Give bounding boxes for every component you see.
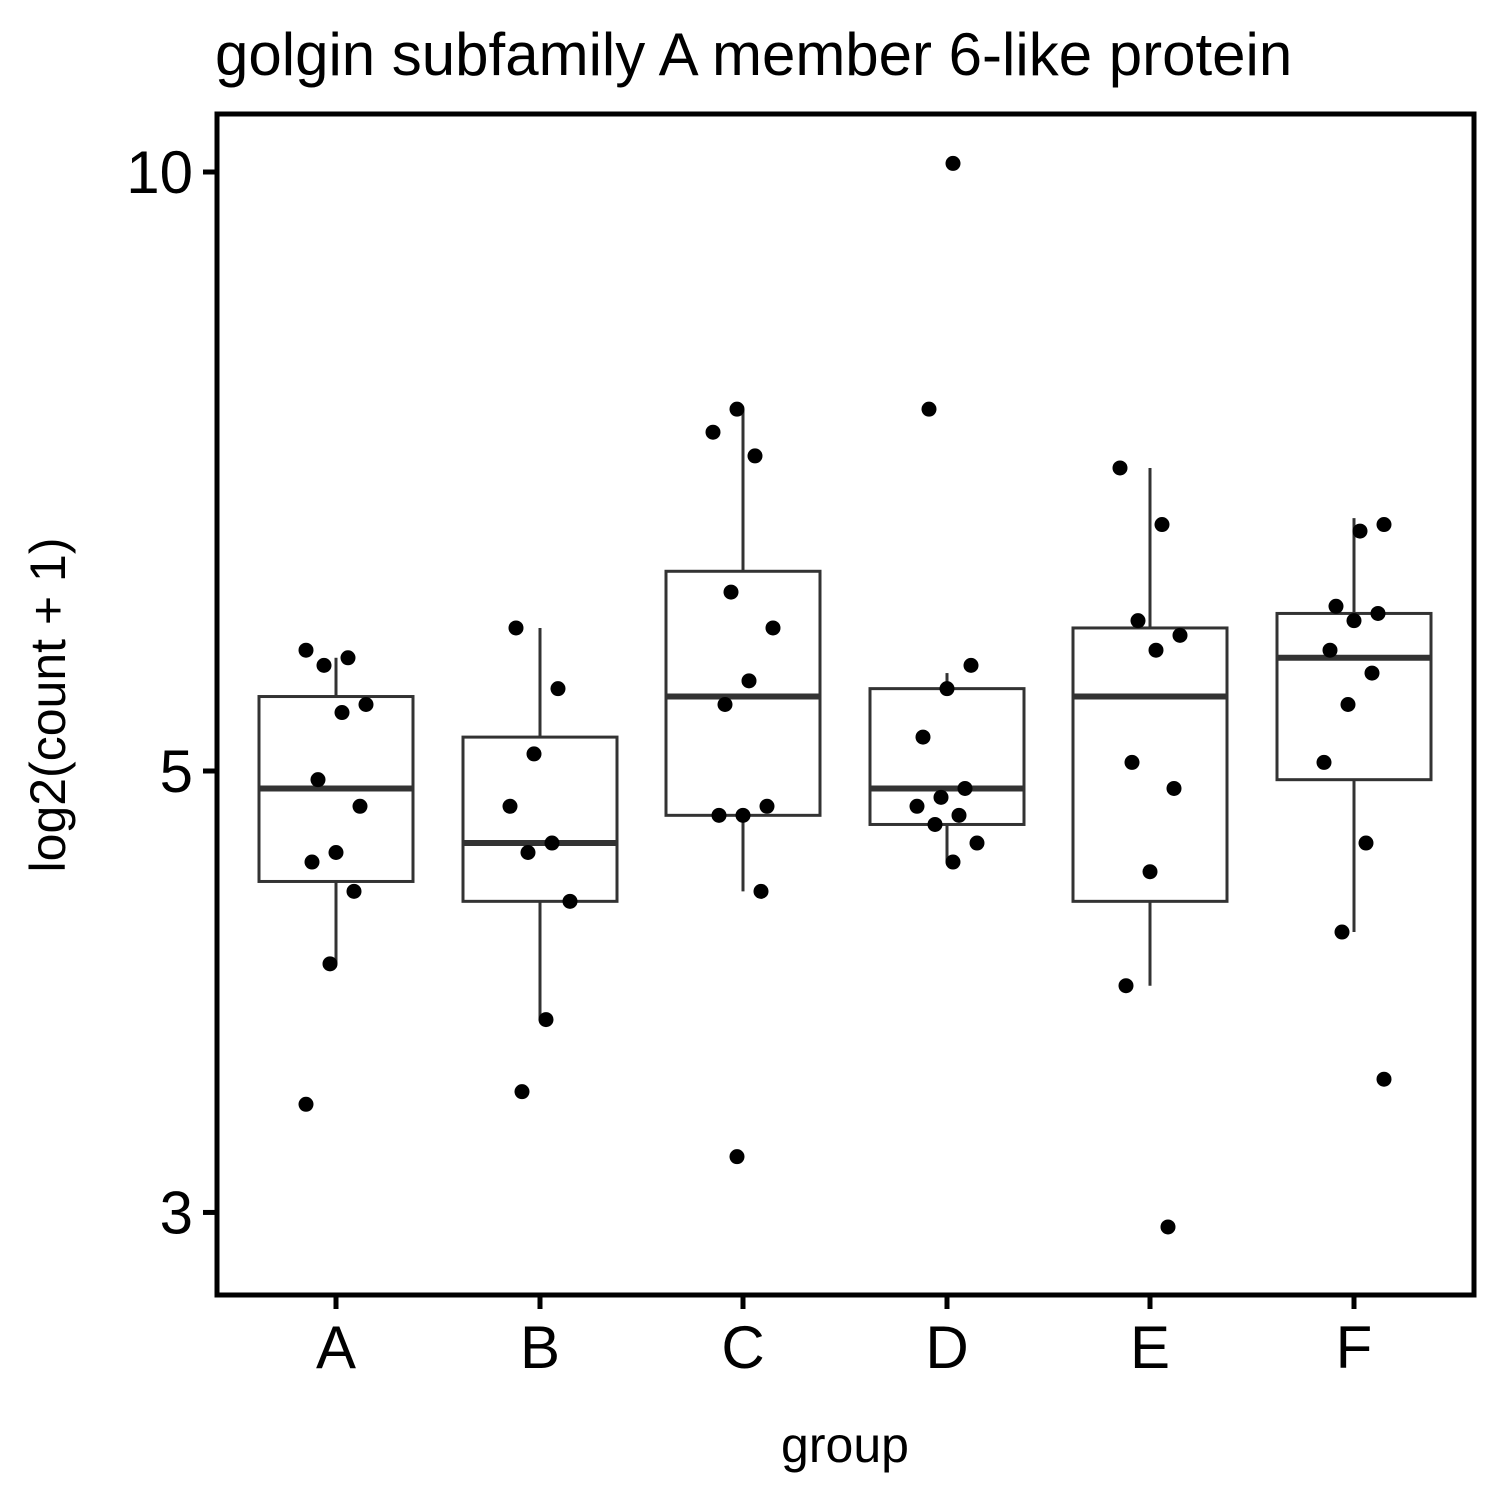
data-point <box>508 620 524 636</box>
data-point <box>741 673 757 689</box>
data-point <box>1160 1219 1176 1235</box>
data-point <box>358 696 374 712</box>
data-point <box>1166 780 1182 796</box>
data-point <box>1172 627 1188 643</box>
box-iqr <box>868 687 1026 826</box>
data-point <box>939 681 955 697</box>
y-axis: 3 5 10 <box>126 139 217 1246</box>
data-point <box>759 798 775 814</box>
data-point <box>544 835 560 851</box>
data-point <box>1346 613 1362 629</box>
data-point <box>550 681 566 697</box>
box-iqr <box>1275 611 1433 782</box>
data-point <box>310 772 326 788</box>
data-point <box>951 807 967 823</box>
data-point <box>705 424 721 440</box>
data-point <box>711 807 727 823</box>
box-iqr <box>461 735 619 903</box>
data-point <box>1376 1071 1392 1087</box>
data-point <box>304 854 320 870</box>
y-tick-label: 10 <box>126 139 193 206</box>
data-point <box>340 650 356 666</box>
x-axis-title: group <box>781 1417 909 1473</box>
data-point <box>747 448 763 464</box>
box-group-d <box>868 673 1026 863</box>
data-point <box>328 845 344 861</box>
y-axis-title: log2(count + 1) <box>20 538 76 873</box>
data-point <box>909 798 925 814</box>
data-point <box>1340 696 1356 712</box>
x-tick-label: D <box>925 1314 968 1381</box>
data-point <box>729 401 745 417</box>
box-group-b <box>461 627 619 1020</box>
boxes-layer <box>257 409 1433 1020</box>
chart-title: golgin subfamily A member 6-like protein <box>215 21 1292 88</box>
data-point <box>346 883 362 899</box>
data-point <box>1112 460 1128 476</box>
data-point <box>526 746 542 762</box>
data-point <box>1358 835 1374 851</box>
data-point <box>735 807 751 823</box>
data-point <box>514 1084 530 1100</box>
data-point <box>1322 642 1338 658</box>
data-point <box>1154 517 1170 533</box>
data-point <box>1376 517 1392 533</box>
data-point <box>316 657 332 673</box>
data-point <box>352 798 368 814</box>
data-point <box>933 789 949 805</box>
x-tick-label: A <box>316 1314 356 1381</box>
y-tick-label: 5 <box>160 738 193 805</box>
data-point <box>1364 665 1380 681</box>
data-point <box>1370 605 1386 621</box>
data-point <box>562 893 578 909</box>
box-group-f <box>1275 518 1433 933</box>
data-point <box>1118 978 1134 994</box>
plot-panel <box>214 111 1477 1298</box>
points-layer <box>298 155 1392 1235</box>
box-group-e <box>1071 467 1229 986</box>
data-point <box>334 705 350 721</box>
data-point <box>298 642 314 658</box>
data-point <box>1334 924 1350 940</box>
data-point <box>927 816 943 832</box>
x-tick-label: C <box>721 1314 764 1381</box>
data-point <box>1142 864 1158 880</box>
data-point <box>520 845 536 861</box>
data-point <box>753 883 769 899</box>
x-tick-label: F <box>1336 1314 1373 1381</box>
data-point <box>322 956 338 972</box>
data-point <box>945 155 961 171</box>
y-tick-label: 3 <box>160 1179 193 1246</box>
data-point <box>298 1096 314 1112</box>
data-point <box>921 401 937 417</box>
data-point <box>969 835 985 851</box>
data-point <box>945 854 961 870</box>
data-point <box>1148 642 1164 658</box>
box-group-a <box>257 657 415 964</box>
x-axis: A B C D E F <box>316 1295 1372 1381</box>
data-point <box>1328 598 1344 614</box>
data-point <box>963 657 979 673</box>
data-point <box>1352 523 1368 539</box>
data-point <box>717 696 733 712</box>
data-point <box>1124 754 1140 770</box>
data-point <box>729 1149 745 1165</box>
box-group-c <box>664 409 822 892</box>
box-iqr <box>1071 626 1229 903</box>
data-point <box>765 620 781 636</box>
data-point <box>502 798 518 814</box>
data-point <box>538 1012 554 1028</box>
x-tick-label: B <box>520 1314 560 1381</box>
box-iqr <box>664 569 822 817</box>
data-point <box>723 584 739 600</box>
data-point <box>915 729 931 745</box>
x-tick-label: E <box>1130 1314 1170 1381</box>
data-point <box>957 780 973 796</box>
data-point <box>1130 613 1146 629</box>
data-point <box>1316 754 1332 770</box>
